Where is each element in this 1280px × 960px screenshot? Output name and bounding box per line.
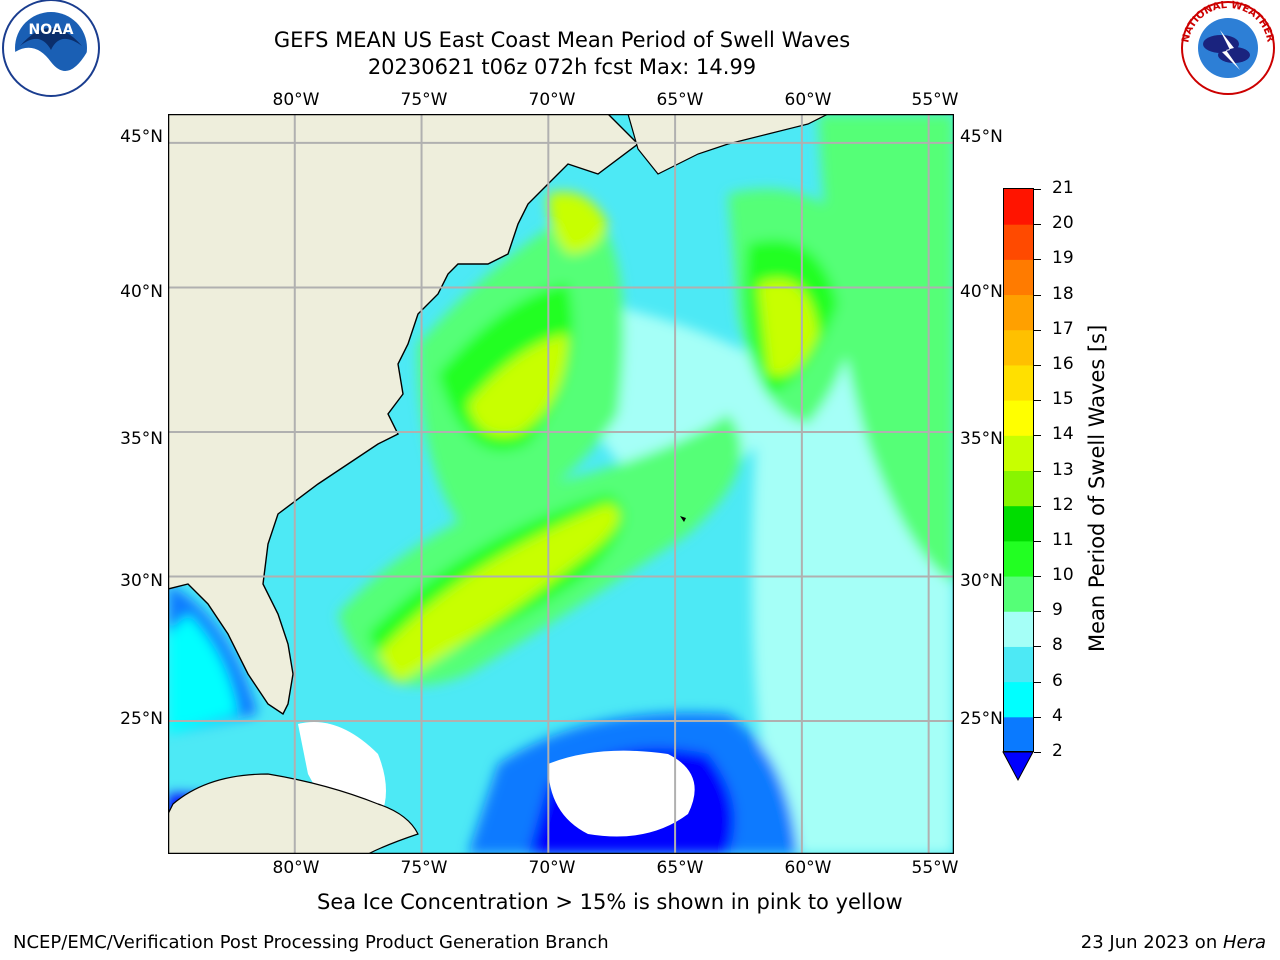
- lon-label-bottom: 75°W: [400, 858, 448, 878]
- footer-date: 23 Jun 2023 on Hera: [1081, 932, 1266, 953]
- colorbar-tick-label: 17: [1052, 318, 1074, 339]
- colorbar-band: [1004, 294, 1033, 331]
- colorbar-tick: [1034, 540, 1041, 542]
- us-landmass: [168, 114, 640, 716]
- colorbar-tick-label: 13: [1052, 459, 1074, 480]
- colorbar-tick-label: 16: [1052, 353, 1074, 374]
- colorbar-tick: [1034, 435, 1041, 437]
- colorbar-tick-label: 14: [1052, 424, 1074, 445]
- colorbar-tick: [1034, 646, 1041, 648]
- colorbar-tick: [1034, 294, 1041, 296]
- colorbar-tick-label: 19: [1052, 248, 1074, 269]
- colorbar-frame: [1003, 188, 1034, 752]
- colorbar-band: [1004, 435, 1033, 471]
- colorbar-tick-label: 12: [1052, 494, 1074, 515]
- colorbar-tick: [1034, 611, 1041, 613]
- map-frame: [168, 114, 954, 854]
- colorbar: [1002, 188, 1034, 782]
- bermuda-marker: [680, 516, 686, 522]
- colorbar-tick: [1034, 505, 1041, 507]
- colorbar-band: [1004, 540, 1033, 577]
- cuba-landmass: [168, 773, 419, 854]
- colorbar-tick-label: 10: [1052, 565, 1074, 586]
- colorbar-tick: [1034, 681, 1041, 683]
- lat-label-right: 35°N: [960, 429, 1003, 449]
- lat-label-right: 40°N: [960, 282, 1003, 302]
- footer-host: Hera: [1222, 932, 1266, 953]
- map-panel: [168, 114, 954, 854]
- colorbar-extend-arrow: [1002, 751, 1034, 782]
- colorbar-tick-label: 6: [1052, 670, 1063, 691]
- colorbar-band: [1004, 259, 1033, 296]
- footer-credit: NCEP/EMC/Verification Post Processing Pr…: [13, 932, 609, 953]
- colorbar-band: [1004, 505, 1033, 542]
- lat-label-left: 30°N: [120, 571, 163, 591]
- nws-logo: NATIONAL WEATHER SERVICE: [1176, 0, 1276, 95]
- noaa-logo: NOAA: [2, 0, 100, 97]
- sea-ice-note: Sea Ice Concentration > 15% is shown in …: [317, 890, 903, 914]
- colorbar-tick: [1034, 189, 1041, 190]
- graticule: [168, 114, 954, 854]
- colorbar-tick-label: 21: [1052, 178, 1074, 198]
- colorbar-tick-label: 20: [1052, 213, 1074, 234]
- footer-date-text: 23 Jun 2023 on: [1080, 932, 1223, 953]
- noaa-logo-text: NOAA: [29, 22, 74, 38]
- colorbar-tick: [1034, 400, 1041, 402]
- colorbar-band: [1004, 611, 1033, 647]
- colorbar-tick: [1034, 470, 1041, 472]
- colorbar-tick: [1034, 329, 1041, 331]
- colorbar-tick: [1034, 364, 1041, 366]
- colorbar-band: [1004, 224, 1033, 260]
- map-subtitle: 20230621 t06z 072h fcst Max: 14.99: [367, 55, 757, 79]
- lon-label-top: 75°W: [400, 90, 448, 110]
- colorbar-band: [1004, 470, 1033, 507]
- colorbar-tick-label: 18: [1052, 283, 1074, 304]
- lat-label-right: 45°N: [960, 127, 1003, 147]
- colorbar-tick-label: 8: [1052, 635, 1063, 656]
- lon-label-top: 70°W: [528, 90, 576, 110]
- colorbar-band: [1004, 576, 1033, 612]
- colorbar-band: [1004, 716, 1033, 753]
- colorbar-band: [1004, 681, 1033, 718]
- lon-label-bottom: 70°W: [528, 858, 576, 878]
- colorbar-band: [1004, 364, 1033, 401]
- colorbar-tick: [1034, 576, 1041, 578]
- colorbar-band: [1004, 400, 1033, 436]
- lat-label-left: 35°N: [120, 429, 163, 449]
- lat-label-left: 40°N: [120, 282, 163, 302]
- lon-label-bottom: 80°W: [272, 858, 320, 878]
- map-title: GEFS MEAN US East Coast Mean Period of S…: [273, 28, 851, 52]
- colorbar-tick-label: 2: [1052, 741, 1063, 761]
- colorbar-band: [1004, 329, 1033, 366]
- lon-label-top: 55°W: [911, 90, 959, 110]
- colorbar-tick: [1034, 752, 1041, 753]
- lon-label-bottom: 55°W: [911, 858, 959, 878]
- colorbar-tick-label: 4: [1052, 705, 1063, 726]
- lat-label-right: 30°N: [960, 571, 1003, 591]
- lon-label-bottom: 65°W: [656, 858, 704, 878]
- colorbar-band: [1004, 646, 1033, 683]
- lon-label-bottom: 60°W: [784, 858, 832, 878]
- colorbar-tick: [1034, 259, 1041, 261]
- colorbar-tick-label: 15: [1052, 389, 1074, 410]
- colorbar-tick-label: 11: [1052, 529, 1074, 550]
- lon-label-top: 80°W: [272, 90, 320, 110]
- lon-label-top: 65°W: [656, 90, 704, 110]
- lat-label-left: 45°N: [120, 127, 163, 147]
- colorbar-band: [1004, 189, 1033, 225]
- colorbar-tick-label: 9: [1052, 600, 1063, 621]
- colorbar-tick: [1034, 716, 1041, 718]
- lat-label-left: 25°N: [120, 709, 163, 729]
- canada-landmass: [627, 114, 829, 175]
- no-data-area: [548, 750, 695, 837]
- lon-label-top: 60°W: [784, 90, 832, 110]
- colorbar-tick: [1034, 224, 1041, 226]
- colorbar-title: Mean Period of Swell Waves [s]: [1085, 324, 1109, 652]
- lat-label-right: 25°N: [960, 709, 1003, 729]
